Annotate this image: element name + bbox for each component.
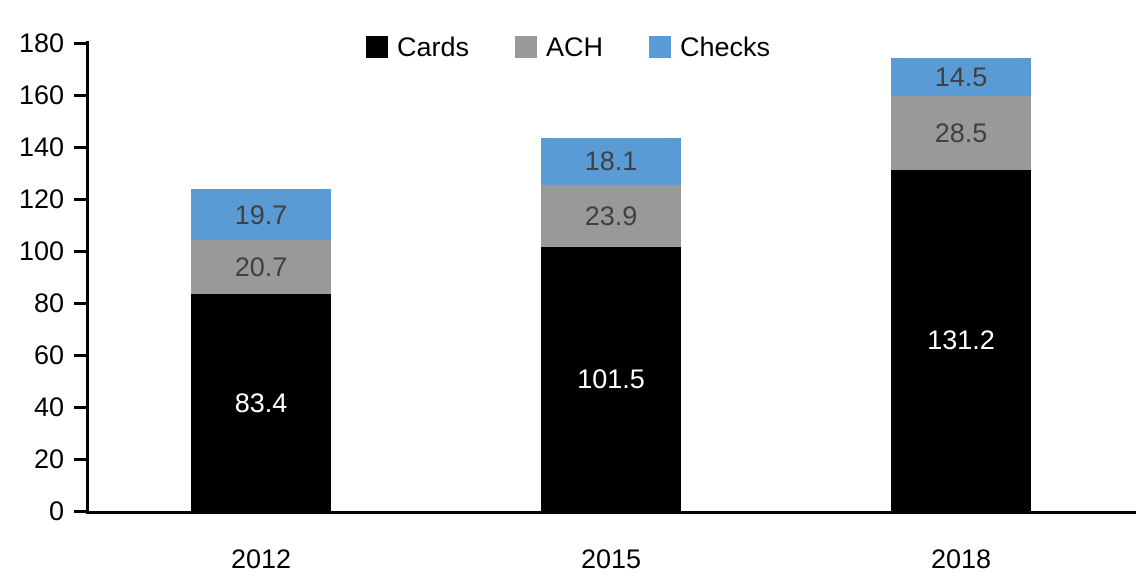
data-label: 131.2 <box>927 325 995 356</box>
x-axis-line <box>86 511 1136 514</box>
legend-swatch-icon <box>514 36 537 58</box>
y-axis-tick <box>74 145 86 149</box>
y-axis-tick <box>74 41 86 45</box>
bar-segment-ach: 28.5 <box>891 95 1031 170</box>
x-axis-label: 2015 <box>580 544 642 574</box>
y-axis-tick-label: 20 <box>33 444 64 474</box>
y-axis-tick <box>74 301 86 305</box>
y-axis-tick <box>74 405 86 409</box>
legend-label: Checks <box>680 32 771 62</box>
bar-segment-checks: 18.1 <box>541 137 681 185</box>
y-axis-tick-label: 40 <box>33 392 64 422</box>
y-axis-tick-label: 180 <box>18 28 64 58</box>
legend-label: Cards <box>396 32 469 62</box>
bar-segment-checks: 14.5 <box>891 58 1031 96</box>
x-axis-label: 2012 <box>230 544 292 574</box>
bar-segment-cards: 131.2 <box>891 169 1031 511</box>
y-axis-tick-label: 0 <box>48 496 64 526</box>
y-axis-tick <box>74 93 86 97</box>
y-axis-tick-label: 100 <box>18 236 64 266</box>
data-label: 14.5 <box>934 61 988 92</box>
y-axis-tick <box>74 353 86 357</box>
data-label: 83.4 <box>234 387 288 418</box>
data-label: 23.9 <box>584 201 638 232</box>
x-axis-label: 2018 <box>930 544 992 574</box>
y-axis-tick-label: 160 <box>18 80 64 110</box>
y-axis-tick <box>74 509 86 513</box>
legend-item-cards: Cards <box>365 31 469 63</box>
data-label: 28.5 <box>934 117 988 148</box>
y-axis-tick-label: 120 <box>18 184 64 214</box>
bar-segment-ach: 20.7 <box>191 240 331 295</box>
chart-legend: Cards ACH Checks <box>0 31 1136 63</box>
legend-swatch-icon <box>649 36 671 58</box>
legend-swatch-icon <box>365 36 388 58</box>
y-axis-tick <box>74 457 86 461</box>
bar-segment-checks: 19.7 <box>191 189 331 241</box>
data-label: 19.7 <box>234 199 288 230</box>
data-label: 101.5 <box>577 364 645 395</box>
data-label: 18.1 <box>584 146 638 177</box>
y-axis-tick <box>74 197 86 201</box>
y-axis-tick-label: 80 <box>33 288 64 318</box>
y-axis-tick-label: 140 <box>18 132 64 162</box>
legend-label: ACH <box>545 32 603 62</box>
y-axis-tick-label: 60 <box>33 340 64 370</box>
legend-item-ach: ACH <box>514 31 603 63</box>
legend-item-checks: Checks <box>649 31 770 63</box>
bar-segment-cards: 83.4 <box>191 294 331 511</box>
data-label: 20.7 <box>234 252 288 283</box>
y-axis-line <box>86 41 89 513</box>
bar-segment-ach: 23.9 <box>541 184 681 248</box>
y-axis-tick <box>74 249 86 253</box>
bar-segment-cards: 101.5 <box>541 247 681 511</box>
